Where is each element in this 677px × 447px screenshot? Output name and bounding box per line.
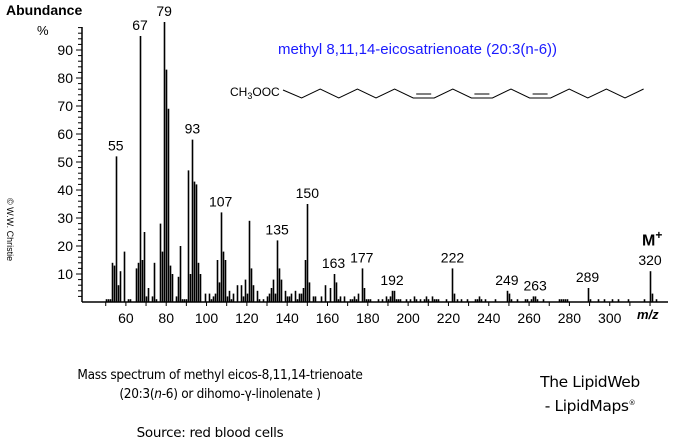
y-tick-label: 50 xyxy=(57,154,73,170)
caption-line-2-italic: n xyxy=(154,386,162,402)
y-axis-unit: % xyxy=(37,23,49,38)
caption-line-2-pre: (20:3( xyxy=(119,386,155,402)
y-tick-label: 80 xyxy=(57,70,73,86)
x-tick-label: 260 xyxy=(517,310,541,326)
peak-label: 79 xyxy=(156,3,172,19)
x-tick-label: 280 xyxy=(558,310,582,326)
molecular-ion-m: M xyxy=(642,232,656,250)
peak-label: 107 xyxy=(209,193,233,209)
peak-label: 67 xyxy=(132,17,148,33)
peak-label: 249 xyxy=(495,272,519,288)
x-tick-label: 80 xyxy=(158,310,174,326)
molecular-ion-label: M+ xyxy=(642,228,662,250)
peak-label: 150 xyxy=(296,185,320,201)
peak-labels: 55 67 79 93 107 135 150 163 177 192 222 249 263 289 32… xyxy=(108,3,662,293)
brand-block: The LipidWeb - LipidMaps® xyxy=(530,372,650,417)
x-axis-title: m/z xyxy=(637,307,659,322)
carbon-chain xyxy=(282,88,644,99)
x-tick-label: 160 xyxy=(316,310,340,326)
caption-line-2: (20:3(n-6) or dihomo-γ-linolenate ) xyxy=(60,385,380,404)
y-tick-label: 30 xyxy=(57,210,73,226)
x-tick-label: 140 xyxy=(275,310,299,326)
peak-label: 289 xyxy=(576,269,600,285)
peak-label: 163 xyxy=(322,255,346,271)
structure-label: CH3OOC xyxy=(230,85,280,101)
x-tick-label: 200 xyxy=(396,310,420,326)
x-tick-label: 120 xyxy=(235,310,259,326)
y-axis-title: Abundance xyxy=(6,2,83,18)
chart-axes: 10 20 30 40 50 60 70 80 90 60 80 100 120 140 160 180 200… xyxy=(57,27,668,326)
y-tick-label: 40 xyxy=(57,182,73,198)
caption-line-2-post: -6) or dihomo-γ-linolenate ) xyxy=(161,386,321,402)
x-tick-label: 180 xyxy=(356,310,380,326)
y-tick-label: 10 xyxy=(57,266,73,282)
peak-bars xyxy=(105,22,658,302)
peak-label: 222 xyxy=(441,249,465,265)
peak-label: 93 xyxy=(185,121,201,137)
y-tick-label: 70 xyxy=(57,98,73,114)
figure-caption: Mass spectrum of methyl eicos-8,11,14-tr… xyxy=(60,366,380,404)
registered-mark-icon: ® xyxy=(628,399,636,407)
brand-line-1: The LipidWeb xyxy=(540,373,640,391)
source-text: Source: red blood cells xyxy=(136,425,284,441)
brand-line-2-text: - LipidMaps xyxy=(544,397,629,416)
peak-label: 177 xyxy=(350,249,374,265)
x-tick-label: 220 xyxy=(437,310,461,326)
copyright-text: © W.W. Christie xyxy=(5,198,15,262)
x-tick-label: 100 xyxy=(195,310,219,326)
y-tick-label: 90 xyxy=(57,42,73,58)
peak-label: 263 xyxy=(523,277,547,293)
x-tick-label: 240 xyxy=(477,310,501,326)
peak-label: 192 xyxy=(380,272,404,288)
y-tick-label: 60 xyxy=(57,126,73,142)
peak-label: 55 xyxy=(108,137,124,153)
y-tick-label: 20 xyxy=(57,238,73,254)
molecular-structure: CH3OOC xyxy=(230,85,644,101)
peak-label: 320 xyxy=(638,252,662,268)
caption-line-1: Mass spectrum of methyl eicos-8,11,14-tr… xyxy=(77,367,363,383)
x-tick-label: 300 xyxy=(598,310,622,326)
peak-label: 135 xyxy=(265,221,289,237)
compound-title: methyl 8,11,14-eicosatrienoate (20:3(n-6… xyxy=(278,41,558,58)
brand-line-2: - LipidMaps® xyxy=(530,393,650,417)
molecular-ion-charge: + xyxy=(655,228,663,242)
x-tick-label: 60 xyxy=(118,310,134,326)
